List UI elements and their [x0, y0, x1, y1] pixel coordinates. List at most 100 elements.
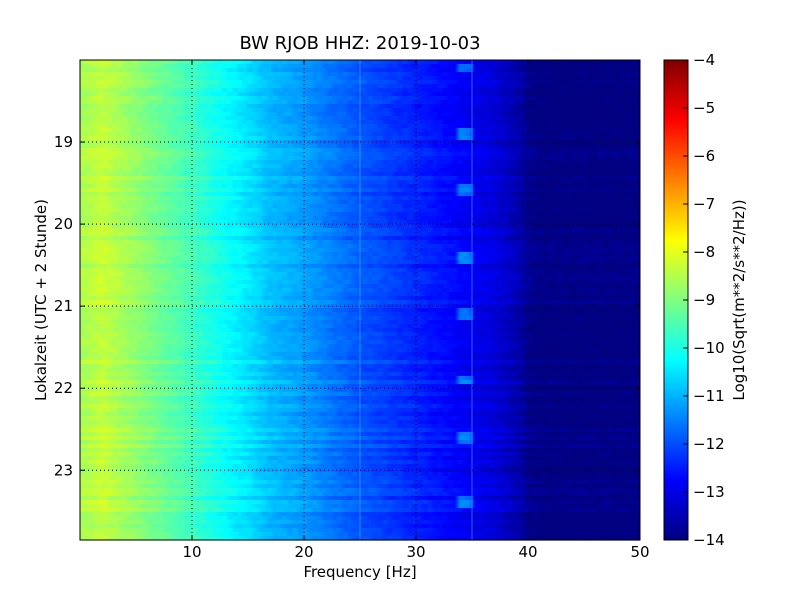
heatmap-row: [80, 364, 640, 369]
heatmap-row: [80, 236, 640, 241]
heatmap-row: [80, 264, 640, 269]
heatmap-row: [80, 532, 640, 537]
y-tick-label: 21: [54, 297, 73, 315]
heatmap-row: [80, 224, 640, 229]
y-tick-label: 23: [54, 461, 73, 479]
x-tick-label: 10: [182, 543, 201, 561]
heatmap-row: [80, 144, 640, 149]
heatmap-row: [80, 456, 640, 461]
heatmap-row: [80, 480, 640, 485]
heatmap-row: [80, 296, 640, 301]
y-tick-label: 22: [54, 379, 73, 397]
heatmap-row: [80, 104, 640, 109]
heatmap-row: [80, 188, 640, 193]
heatmap-row: [80, 80, 640, 85]
heatmap-row: [80, 192, 640, 197]
heatmap-row: [80, 420, 640, 425]
heatmap-row: [80, 168, 640, 173]
axis-ticks: 10 20 30 40 50 19 20 21 22 23: [54, 60, 650, 561]
heatmap-row: [80, 128, 640, 133]
chart-title: BW RJOB HHZ: 2019-10-03: [239, 33, 480, 54]
heatmap-row: [80, 136, 640, 141]
heatmap-row: [80, 448, 640, 453]
heatmap-row: [80, 276, 640, 281]
heatmap-row: [80, 248, 640, 253]
heatmap-row: [80, 356, 640, 361]
heatmap-row: [80, 528, 640, 533]
heatmap-row: [80, 260, 640, 265]
heatmap-row: [80, 60, 640, 65]
heatmap-row: [80, 272, 640, 277]
heatmap-row: [80, 460, 640, 465]
heatmap-row: [80, 372, 640, 377]
colorbar-tick-label: −5: [693, 99, 715, 117]
heatmap-row: [80, 384, 640, 389]
heatmap-row: [80, 472, 640, 477]
heatmap-row: [80, 84, 640, 89]
spectrogram-heatmap: [80, 60, 640, 541]
y-axis-label: Lokalzeit (UTC + 2 Stunde): [32, 199, 50, 401]
heatmap-row: [80, 440, 640, 445]
plot-frame: [79, 59, 641, 541]
heatmap-row: [80, 428, 640, 433]
heatmap-row: [80, 512, 640, 517]
heatmap-row: [80, 316, 640, 321]
heatmap-row: [80, 268, 640, 273]
heatmap-row: [80, 360, 640, 365]
colorbar-tick-label: −14: [693, 531, 725, 549]
heatmap-row: [80, 116, 640, 121]
heatmap-row: [80, 100, 640, 105]
grid-lines: [80, 60, 640, 540]
heatmap-row: [80, 228, 640, 233]
heatmap-row: [80, 196, 640, 201]
heatmap-row: [80, 344, 640, 349]
y-tick-label: 20: [54, 215, 73, 233]
heatmap-row: [80, 408, 640, 413]
heatmap-row: [80, 284, 640, 289]
heatmap-row: [80, 164, 640, 169]
colorbar-tick-label: −10: [693, 339, 725, 357]
heatmap-row: [80, 76, 640, 81]
heatmap-row: [80, 176, 640, 181]
heatmap-row: [80, 452, 640, 457]
heatmap-row: [80, 332, 640, 337]
colorbar-frame: [663, 59, 689, 541]
heatmap-row: [80, 244, 640, 249]
heatmap-row: [80, 516, 640, 521]
heatmap-row: [80, 520, 640, 525]
heatmap-row: [80, 484, 640, 489]
heatmap-row: [80, 64, 640, 69]
heatmap-row: [80, 488, 640, 493]
heatmap-row: [80, 132, 640, 137]
heatmap-row: [80, 180, 640, 185]
heatmap-row: [80, 476, 640, 481]
heatmap-row: [80, 96, 640, 101]
heatmap-row: [80, 72, 640, 77]
colorbar-tick-label: −9: [693, 291, 715, 309]
heatmap-row: [80, 492, 640, 497]
heatmap-row: [80, 320, 640, 325]
colorbar-tick-label: −4: [693, 51, 715, 69]
y-tick-label: 19: [54, 133, 73, 151]
heatmap-row: [80, 400, 640, 405]
heatmap-row: [80, 436, 640, 441]
heatmap-row: [80, 204, 640, 209]
heatmap-row: [80, 336, 640, 341]
heatmap-row: [80, 148, 640, 153]
heatmap-row: [80, 404, 640, 409]
heatmap-row: [80, 232, 640, 237]
heatmap-row: [80, 392, 640, 397]
heatmap-row: [80, 328, 640, 333]
heatmap-row: [80, 312, 640, 317]
heatmap-row: [80, 432, 640, 437]
x-tick-label: 20: [294, 543, 313, 561]
heatmap-row: [80, 124, 640, 129]
heatmap-row: [80, 536, 640, 541]
heatmap-row: [80, 120, 640, 125]
heatmap-row: [80, 380, 640, 385]
heatmap-row: [80, 292, 640, 297]
colorbar-tick-label: −11: [693, 387, 725, 405]
heatmap-row: [80, 300, 640, 305]
colorbar-tick-label: −6: [693, 147, 715, 165]
